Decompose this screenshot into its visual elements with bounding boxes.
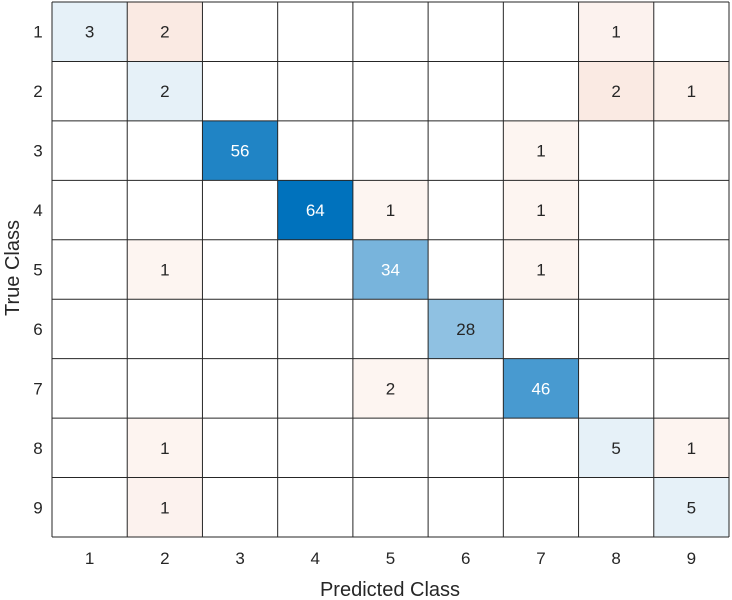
cell-8-9: [653, 418, 729, 478]
cell-1-8: [578, 2, 654, 62]
cell-value-9-9: 5: [687, 498, 696, 517]
x-tick-label: 6: [461, 549, 470, 568]
cell-5-5: [352, 239, 429, 300]
cell-value-4-5: 1: [386, 201, 395, 220]
cell-3-3: [202, 120, 278, 181]
cell-4-7: [503, 180, 579, 240]
x-tick-label: 2: [160, 549, 169, 568]
cell-value-2-8: 2: [611, 82, 620, 101]
matrix-grid: [51, 1, 730, 538]
y-tick-label: 4: [33, 201, 42, 220]
cell-value-8-8: 5: [611, 439, 620, 458]
cell-value-2-9: 1: [687, 82, 696, 101]
cell-2-2: [127, 61, 203, 121]
cell-9-9: [653, 477, 729, 537]
cell-value-2-2: 2: [160, 82, 169, 101]
cell-value-1-2: 2: [160, 23, 169, 42]
x-tick-label: 7: [536, 549, 545, 568]
cell-5-2: [127, 239, 203, 300]
cell-4-5: [352, 180, 429, 240]
cell-2-8: [578, 61, 654, 121]
cell-value-4-4: 64: [306, 201, 325, 220]
y-tick-label: 9: [33, 498, 42, 517]
cell-value-7-7: 46: [531, 379, 550, 398]
y-tick-label: 5: [33, 261, 42, 280]
cell-value-7-5: 2: [386, 379, 395, 398]
x-axis-label: Predicted Class: [320, 579, 460, 600]
cell-7-5: [352, 358, 429, 419]
cell-value-6-6: 28: [456, 320, 475, 339]
cell-value-5-7: 1: [536, 261, 545, 280]
cell-4-4: [277, 180, 353, 240]
y-tick-label: 6: [33, 320, 42, 339]
cell-value-1-8: 1: [611, 23, 620, 42]
y-tick-label: 3: [33, 142, 42, 161]
cell-8-8: [578, 418, 654, 478]
x-tick-label: 3: [235, 549, 244, 568]
cell-value-8-2: 1: [160, 439, 169, 458]
y-tick-labels: 1 2 3 4 5 6 7 8 9: [33, 23, 42, 518]
x-tick-label: 1: [85, 549, 94, 568]
cell-6-6: [428, 299, 504, 359]
y-tick-label: 7: [33, 379, 42, 398]
cell-1-2: [127, 2, 203, 62]
cell-8-2: [127, 418, 203, 478]
cell-3-7: [503, 120, 579, 181]
y-axis-label: True Class: [2, 220, 24, 316]
y-tick-label: 1: [33, 23, 42, 42]
x-tick-label: 8: [611, 549, 620, 568]
cell-2-9: [653, 61, 729, 121]
cell-7-7: [503, 358, 579, 419]
cell-value-1-1: 3: [85, 23, 94, 42]
cell-value-8-9: 1: [687, 439, 696, 458]
cell-value-4-7: 1: [536, 201, 545, 220]
x-tick-label: 5: [386, 549, 395, 568]
cell-9-2: [127, 477, 203, 537]
y-tick-label: 8: [33, 439, 42, 458]
cell-value-9-2: 1: [160, 498, 169, 517]
x-tick-label: 9: [687, 549, 696, 568]
matrix-cells: 3 2 1 2 2 1 56 1 64 1 1 1 34 1 28 2 46 1 5 1 1 5: [52, 2, 729, 537]
cell-1-1: [52, 2, 128, 62]
cell-5-7: [503, 239, 579, 300]
cell-value-3-3: 56: [231, 142, 250, 161]
cell-value-5-2: 1: [160, 261, 169, 280]
x-tick-label: 4: [311, 549, 320, 568]
x-tick-labels: 1 2 3 4 5 6 7 8 9: [85, 549, 696, 568]
y-tick-label: 2: [33, 82, 42, 101]
cell-value-3-7: 1: [536, 142, 545, 161]
cell-value-5-5: 34: [381, 261, 400, 280]
